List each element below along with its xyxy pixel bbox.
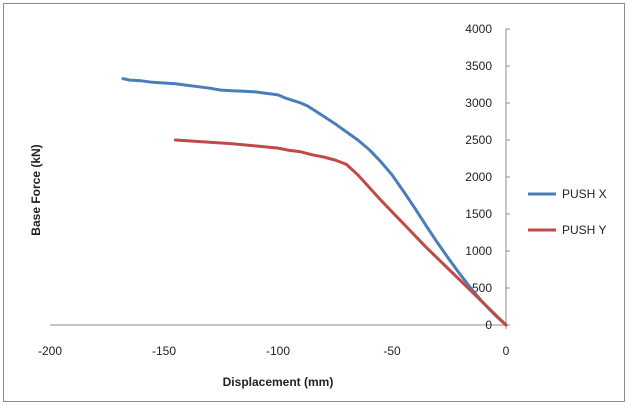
y-tick-label: 3000 (465, 96, 492, 110)
chart-frame (3, 3, 625, 402)
y-tick-label: 4000 (465, 22, 492, 36)
x-tick-label: -150 (152, 344, 176, 358)
y-tick-label: 500 (472, 281, 492, 295)
series-line-push-x (121, 77, 508, 327)
y-tick-label: 2000 (465, 170, 492, 184)
y-tick-label: 2500 (465, 133, 492, 147)
series-lines (121, 77, 508, 327)
x-tick-label: -200 (38, 344, 62, 358)
y-axis-ticks: 0 500 1000 1500 2000 2500 3000 3500 4000 (465, 22, 510, 332)
y-tick-label: 3500 (465, 59, 492, 73)
y-tick-label: 1500 (465, 207, 492, 221)
y-tick-label: 1000 (465, 244, 492, 258)
legend: PUSH X PUSH Y (528, 187, 607, 237)
x-tick-label: -50 (383, 344, 401, 358)
plot-area: -200 -150 -100 -50 0 0 500 1000 1500 2000 2500 300… (38, 22, 510, 358)
legend-label-push-y: PUSH Y (562, 223, 606, 237)
x-tick-label: 0 (503, 344, 510, 358)
series-line-push-y (173, 138, 508, 327)
x-axis-title: Displacement (mm) (223, 375, 334, 389)
x-tick-label: -100 (266, 344, 290, 358)
x-axis-ticks: -200 -150 -100 -50 0 (38, 344, 510, 358)
y-tick-label: 0 (485, 318, 492, 332)
legend-label-push-x: PUSH X (562, 187, 607, 201)
y-axis-title: Base Force (kN) (29, 144, 43, 235)
